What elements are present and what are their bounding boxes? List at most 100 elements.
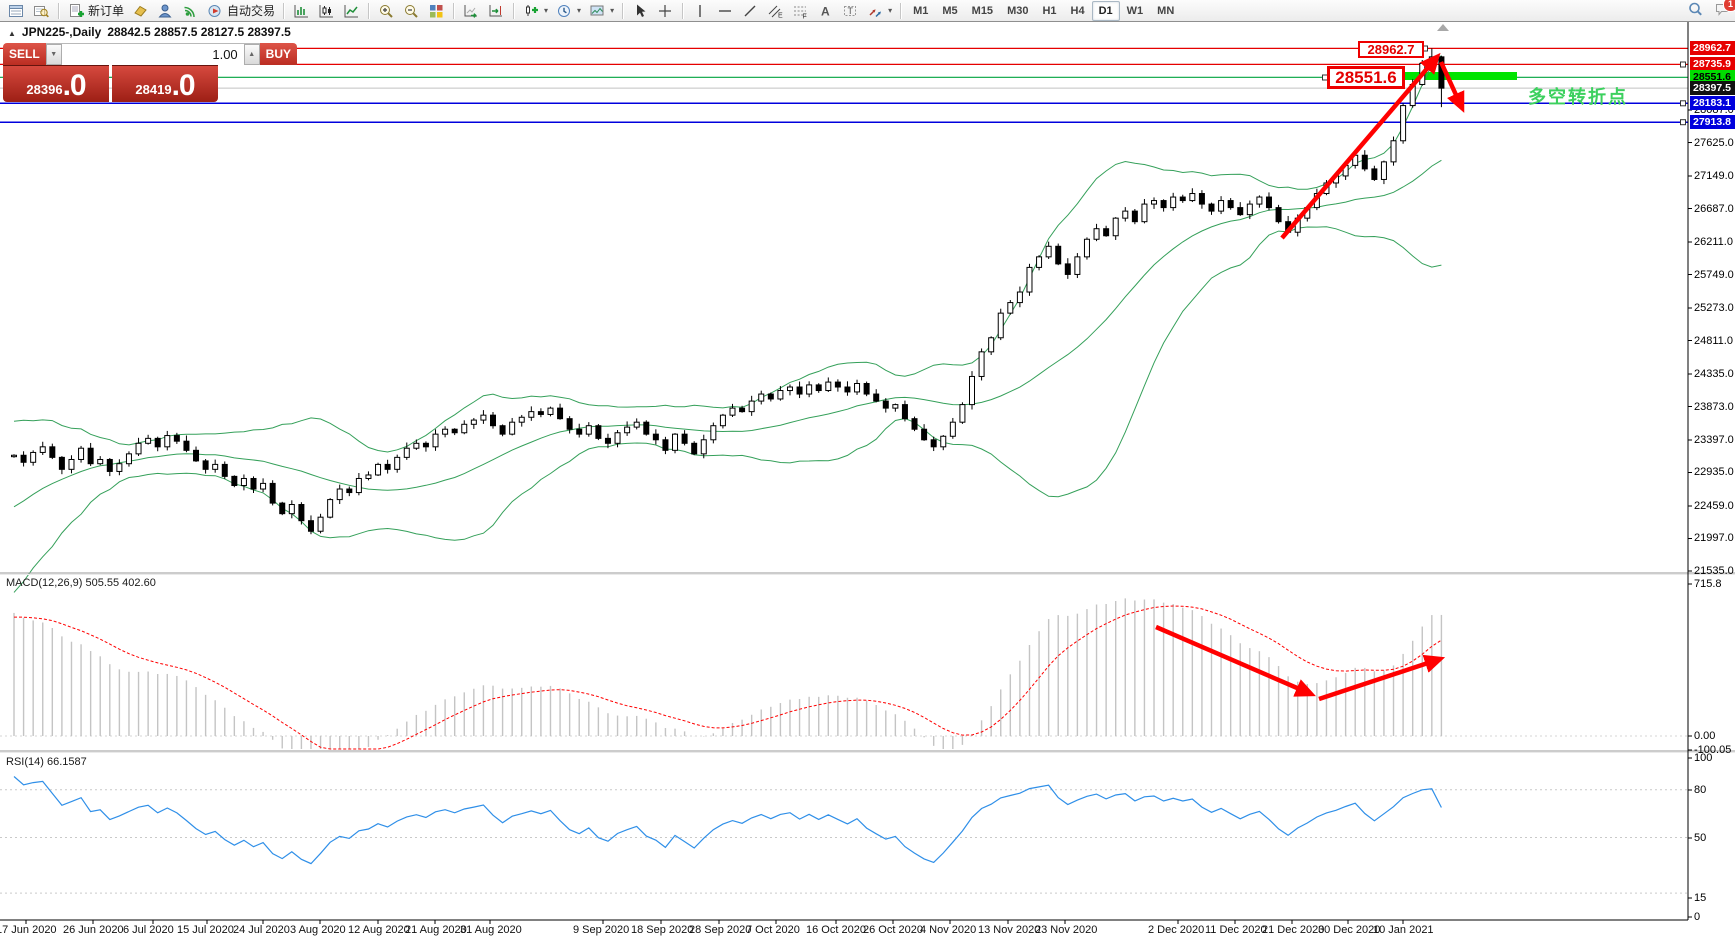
object-handle[interactable]: [1680, 61, 1686, 68]
timeframe-m30[interactable]: M30: [1007, 4, 1029, 17]
pivot-highlight-line[interactable]: [1405, 72, 1517, 80]
object-handle[interactable]: [1680, 100, 1686, 107]
market-watch-icon: [8, 3, 25, 19]
timeframe-m5[interactable]: M5: [942, 4, 958, 17]
fibonacci-button[interactable]: F: [788, 0, 813, 21]
time-axis-label: 6 Jul 2020: [123, 924, 174, 936]
market-watch-button[interactable]: [4, 0, 29, 21]
price-axis-tick: 21997.0: [1694, 532, 1734, 545]
one-click-trading-panel: SELL ▼ ▲ BUY 28396.0 28419.0: [3, 43, 298, 102]
rsi-indicator-label: RSI(14) 66.1587: [6, 756, 87, 768]
volume-input[interactable]: [61, 44, 244, 65]
pivot-price-label[interactable]: 28551.6: [1327, 66, 1405, 89]
data-window-icon: [33, 3, 50, 19]
buy-price-display[interactable]: 28419.0: [112, 65, 218, 102]
horizontal-line-button[interactable]: [713, 0, 738, 21]
svg-text:A: A: [821, 4, 830, 18]
text-button[interactable]: A: [813, 0, 838, 21]
bollinger-lower-band: [13, 226, 1442, 593]
period-icon: [556, 3, 573, 19]
rsi-line: [13, 776, 1442, 865]
timeframe-m15[interactable]: M15: [971, 4, 994, 17]
sell-price-display[interactable]: 28396.0: [3, 65, 109, 102]
rsi-axis-tick: 50: [1694, 832, 1707, 844]
template-button[interactable]: ▾: [585, 0, 618, 21]
object-handle[interactable]: [1680, 119, 1686, 126]
data-window-button[interactable]: [29, 0, 54, 21]
chart-shift-button[interactable]: [484, 0, 509, 21]
buy-button[interactable]: BUY: [259, 43, 298, 65]
vertical-line-button[interactable]: [688, 0, 713, 21]
toolbar-group: ▾ ▾ ▾: [517, 0, 620, 22]
macd-signal-line: [13, 605, 1442, 750]
line-chart-button[interactable]: [339, 0, 364, 21]
new-order-button[interactable]: 新订单: [64, 0, 128, 21]
channel-button[interactable]: E: [763, 0, 788, 21]
profile-icon: [157, 3, 174, 19]
signals-button[interactable]: [178, 0, 203, 21]
chat-icon[interactable]: 1: [1714, 0, 1735, 22]
candlestick-button[interactable]: [314, 0, 339, 21]
macd-axis-tick: 0.00: [1694, 730, 1716, 742]
tile-windows-button[interactable]: [424, 0, 449, 21]
time-axis-label: 23 Nov 2020: [1035, 924, 1098, 936]
symbol-marker-icon: ▲: [8, 29, 16, 38]
toolbar-group: E F A T ▾: [686, 0, 898, 22]
profile-button[interactable]: [153, 0, 178, 21]
text-label-icon: T: [842, 3, 859, 19]
time-axis-label: 26 Oct 2020: [863, 924, 923, 936]
price-down-trend-arrow[interactable]: [1438, 61, 1465, 113]
toolbar-group: [287, 0, 366, 22]
timeframe-group: M1 M5 M15 M30 H1 H4 D1 W1 MN: [904, 0, 1183, 22]
autotrading-button[interactable]: 自动交易: [203, 0, 279, 21]
rsi-axis-tick: 80: [1694, 784, 1707, 796]
svg-text:F: F: [803, 13, 807, 19]
volume-decrease-button[interactable]: ▼: [45, 44, 62, 65]
resistance-price-label[interactable]: 28962.7: [1358, 41, 1424, 58]
price-axis-tick: 22459.0: [1694, 499, 1734, 512]
time-axis-label: 12 Aug 2020: [348, 924, 410, 936]
bar-chart-button[interactable]: [289, 0, 314, 21]
chart-shift-icon: [488, 3, 505, 19]
price-axis-chip: 28551.6: [1690, 70, 1735, 85]
styles-button[interactable]: [128, 0, 153, 21]
rsi-axis-tick: 15: [1694, 892, 1707, 904]
text-label-button[interactable]: T: [838, 0, 863, 21]
volume-increase-button[interactable]: ▲: [243, 44, 260, 65]
timeframe-mn[interactable]: MN: [1157, 4, 1175, 17]
arrows-button[interactable]: ▾: [863, 0, 896, 21]
buy-price-frac: .0: [171, 68, 196, 102]
macd-down-trend-arrow[interactable]: [1155, 624, 1316, 697]
trendline-button[interactable]: [738, 0, 763, 21]
price-up-trend-arrow[interactable]: [1280, 52, 1441, 240]
styles-icon: [132, 3, 149, 19]
toolbar-separator: [283, 2, 286, 19]
autotrading-icon: [207, 3, 224, 19]
price-axis-chip: 27913.8: [1690, 115, 1735, 130]
timeframe-d1[interactable]: D1: [1091, 0, 1120, 21]
ohlc-values: 28842.5 28857.5 28127.5 28397.5: [107, 25, 291, 39]
time-axis-label: 2 Dec 2020: [1148, 924, 1205, 936]
cursor-button[interactable]: [628, 0, 653, 21]
macd-up-trend-arrow[interactable]: [1318, 654, 1446, 702]
timeframe-h1[interactable]: H1: [1042, 4, 1057, 17]
sell-price-main: 28396: [26, 82, 63, 97]
toolbar-separator: [513, 2, 516, 19]
trendline-icon: [742, 3, 759, 19]
new-chart-button[interactable]: ▾: [519, 0, 552, 21]
price-axis-tick: 25749.0: [1694, 268, 1734, 281]
time-axis-label: 9 Sep 2020: [573, 924, 630, 936]
search-icon[interactable]: [1687, 1, 1704, 22]
zoom-out-button[interactable]: [399, 0, 424, 21]
zoom-in-button[interactable]: [374, 0, 399, 21]
timeframe-w1[interactable]: W1: [1126, 4, 1144, 17]
arrows-icon: [867, 3, 884, 19]
crosshair-button[interactable]: [653, 0, 678, 21]
timeframe-m1[interactable]: M1: [913, 4, 929, 17]
period-button[interactable]: ▾: [552, 0, 585, 21]
sell-button[interactable]: SELL: [3, 43, 46, 65]
timeframe-h4[interactable]: H4: [1070, 4, 1085, 17]
auto-scroll-button[interactable]: [459, 0, 484, 21]
